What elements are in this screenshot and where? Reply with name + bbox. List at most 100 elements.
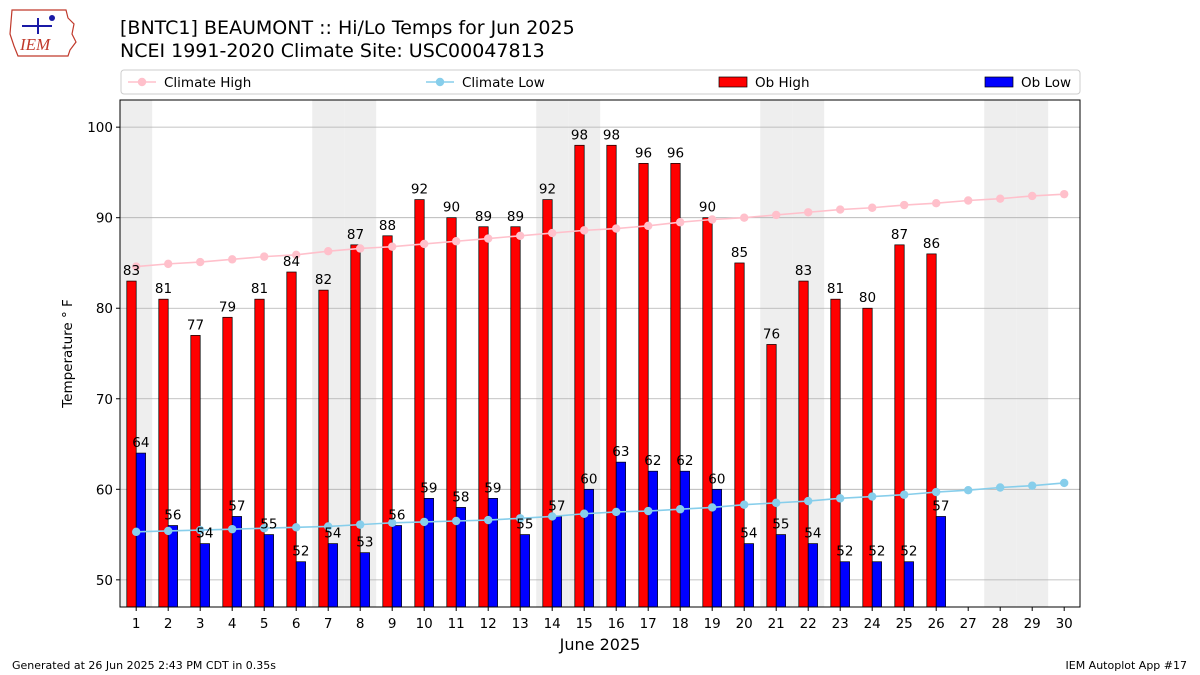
climate-low-point [324,522,333,531]
y-tick-label: 100 [87,120,113,136]
ob-high-label: 88 [379,218,396,234]
climate-high-point [1028,191,1037,201]
x-tick-label: 28 [992,616,1009,632]
plot-frame [119,99,1081,608]
x-tick-label: 15 [576,616,593,632]
ob-high-bar [670,163,681,608]
ob-low-bar [903,561,914,608]
ob-high-label: 90 [699,200,716,216]
climate-high-point [356,244,365,253]
ob-low-bar [391,525,402,608]
ob-low-label: 63 [612,444,629,460]
ob-low-bar [615,461,626,608]
ob-high-bar [254,298,265,608]
ob-low-label: 52 [868,544,885,560]
ob-high-bar [702,217,713,608]
ob-low-label: 60 [708,471,725,487]
x-tick-label: 30 [1056,616,1073,632]
ob-high-bar [862,307,873,608]
climate-low-point [964,486,973,495]
x-tick-label: 24 [864,616,881,632]
x-tick-label: 7 [324,616,333,632]
x-tick-label: 16 [608,616,625,632]
x-tick-label: 10 [416,616,433,632]
ob-high-label: 87 [891,227,908,243]
climate-low-point [1060,478,1069,488]
climate-low-point [420,517,429,527]
ob-low-label: 52 [836,544,853,560]
y-tick-label: 70 [96,392,113,408]
ob-low-label: 59 [484,480,501,496]
x-axis-label: June 2025 [559,635,641,654]
ob-high-bar [606,144,617,608]
ob-high-label: 85 [731,245,748,261]
x-tick-label: 22 [800,616,817,632]
ob-low-label: 55 [260,517,277,533]
climate-high-point [388,242,397,251]
ob-high-bar [446,217,457,608]
ob-high-label: 77 [187,317,204,333]
climate-high-point [996,194,1005,203]
climate-high-point [196,257,205,267]
climate-high-point [580,226,589,235]
ob-high-bar [318,289,329,608]
ob-high-bar [830,298,841,608]
ob-low-label: 54 [196,526,213,542]
climate-low-point [580,509,589,518]
ob-high-bar [798,280,809,608]
ob-high-bar [766,344,777,608]
ob-low-bar [295,561,306,608]
ob-high-label: 76 [763,326,780,342]
ob-high-label: 83 [123,263,140,279]
ob-high-bar [926,253,937,608]
x-tick-label: 18 [672,616,689,632]
x-tick-label: 29 [1024,616,1041,632]
ob-low-label: 62 [676,453,693,469]
climate-low-point [676,505,685,514]
ob-low-bar [263,534,274,608]
ob-high-label: 81 [155,281,172,297]
ob-high-label: 92 [411,182,428,198]
ob-high-label: 86 [923,236,940,252]
ob-high-bar [382,235,393,608]
ob-high-bar [542,199,553,608]
ob-low-label: 62 [644,453,661,469]
ob-high-label: 81 [251,281,268,297]
climate-high-point [900,200,909,210]
climate-low-point [612,507,621,517]
climate-high-point [164,259,173,269]
x-tick-label: 1 [132,616,141,632]
legend-ob-low-swatch [984,76,1014,88]
x-tick-label: 3 [196,616,205,632]
legend-ob-high-label: Ob High [755,75,810,91]
ob-high-label: 79 [219,299,236,315]
ob-low-label: 58 [452,489,469,505]
ob-high-bar [510,226,521,608]
ob-high-label: 92 [539,182,556,198]
ob-low-bar [551,516,562,608]
ob-high-bar [222,316,233,608]
climate-high-point [548,228,557,238]
climate-low-point [228,524,237,534]
climate-low-point [836,494,845,503]
x-tick-label: 5 [260,616,269,632]
legend-ob-high-swatch [718,76,748,88]
y-axis-label: Temperature ° F [60,299,76,409]
ob-high-bar [734,262,745,608]
climate-low-line [136,482,1065,533]
climate-low-point [484,515,493,525]
climate-low-point [452,516,461,526]
y-tick-label: 50 [96,573,113,589]
legend-ob-low-label: Ob Low [1021,75,1071,91]
x-tick-label: 23 [832,616,849,632]
ob-low-bar [583,488,594,608]
ob-low-bar [839,561,850,608]
climate-high-point [868,203,877,212]
climate-high-point [484,234,493,243]
climate-high-point [132,262,141,271]
ob-low-label: 53 [356,535,373,551]
ob-high-label: 87 [347,227,364,243]
ob-high-label: 89 [475,209,492,225]
ob-low-label: 52 [900,544,917,560]
